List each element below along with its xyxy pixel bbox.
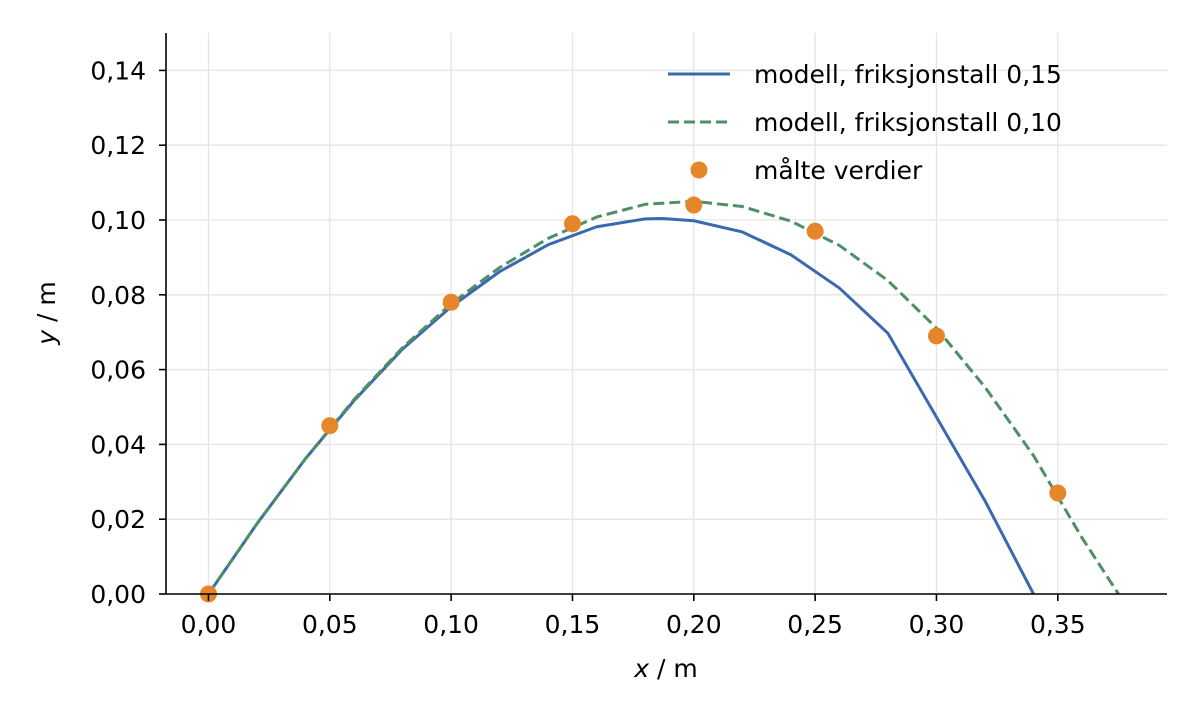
x-tick-label-5: 0,25 (787, 610, 843, 639)
x-tick-label-6: 0,30 (909, 610, 965, 639)
legend-marker-2 (690, 161, 708, 179)
x-tick-label-4: 0,20 (666, 610, 722, 639)
y-tick-label-4: 0,08 (90, 281, 146, 310)
x-tick-label-7: 0,35 (1030, 610, 1086, 639)
y-tick-label-6: 0,12 (90, 131, 146, 160)
legend-label-1: modell, friksjonstall 0,10 (754, 108, 1062, 137)
y-tick-label-2: 0,04 (90, 430, 146, 459)
legend-label-2: målte verdier (754, 156, 923, 185)
series-line-1 (207, 199, 1120, 595)
y-tick-label-5: 0,10 (90, 206, 146, 235)
measured-point-3 (563, 215, 581, 233)
y-tick-label-7: 0,14 (90, 56, 146, 85)
y-tick-label-0: 0,00 (90, 580, 146, 609)
x-tick-label-0: 0,00 (181, 610, 237, 639)
series-layer (199, 196, 1120, 603)
x-tick-label-1: 0,05 (302, 610, 358, 639)
legend-label-0: modell, friksjonstall 0,15 (754, 60, 1062, 89)
x-tick-label-2: 0,10 (423, 610, 479, 639)
x-tick-label-3: 0,15 (545, 610, 601, 639)
y-tick-label-3: 0,06 (90, 356, 146, 385)
x-axis-label: x / m (633, 654, 697, 683)
y-tick-label-1: 0,02 (90, 505, 146, 534)
ticks: 0,00 0,05 0,10 0,15 0,20 0,25 0,30 0,35 0,00 0,02… (90, 56, 1085, 639)
measured-point-2 (442, 293, 460, 311)
y-axis-label: y / m (32, 281, 61, 345)
measured-point-6 (927, 327, 945, 345)
measured-point-7 (1049, 484, 1067, 502)
legend: modell, friksjonstall 0,15 modell, friksj… (668, 60, 1062, 185)
measured-point-1 (321, 417, 339, 435)
measured-point-4 (685, 196, 703, 214)
axes (165, 33, 1167, 595)
measured-point-5 (806, 222, 824, 240)
series-line-0 (207, 217, 1035, 595)
